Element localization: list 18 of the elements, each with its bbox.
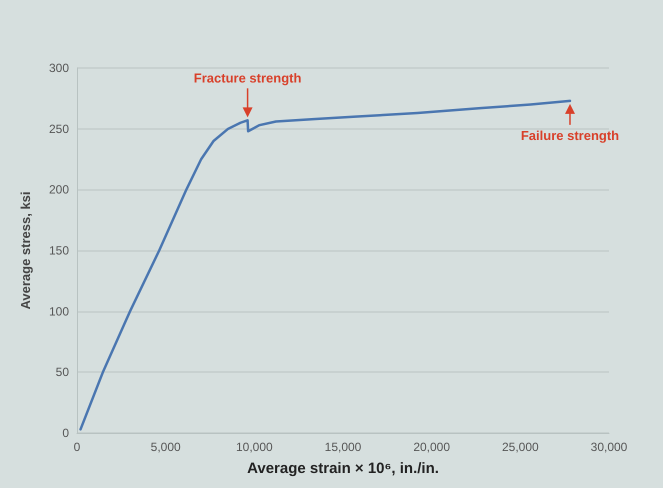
annotation: Failure strength — [520, 128, 620, 143]
x-tick-label: 10,000 — [236, 440, 274, 454]
annotation: Fracture strength — [194, 70, 302, 86]
x-tick-label: 20,000 — [413, 440, 450, 454]
y-axis-title: Average stress, ksi — [18, 191, 33, 310]
y-tick-label: 150 — [48, 244, 70, 258]
x-tick-label: 30,000 — [590, 440, 628, 454]
y-tick-label: 50 — [56, 365, 70, 380]
y-tick-label: 300 — [48, 61, 70, 75]
x-tick-label: 5,000 — [150, 440, 182, 454]
x-tick-label: 15,000 — [324, 440, 362, 454]
y-tick-label: 100 — [48, 304, 70, 318]
x-axis-title: Average strain × 10⁶, in./in. — [247, 460, 439, 477]
y-tick-label: 200 — [48, 182, 70, 197]
y-tick-label: 0 — [62, 426, 70, 440]
x-tick-label: 25,000 — [502, 440, 540, 454]
x-tick-label: 0 — [74, 440, 81, 454]
y-tick-label: 250 — [48, 122, 70, 136]
